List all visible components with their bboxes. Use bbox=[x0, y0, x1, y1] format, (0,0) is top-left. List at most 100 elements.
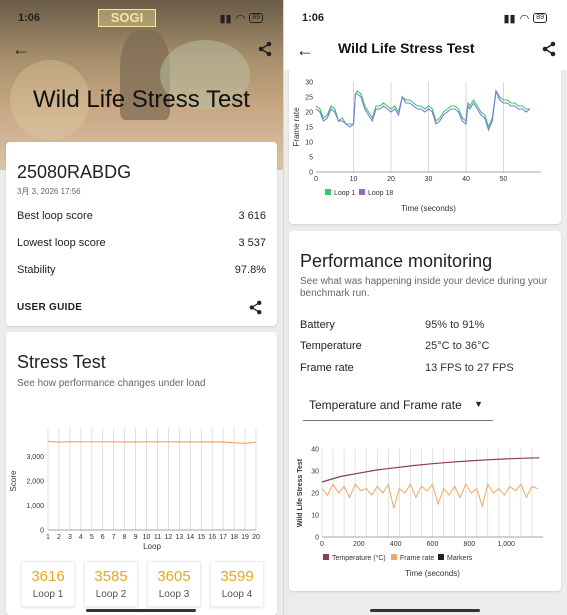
wifi-icon: ◠ bbox=[235, 12, 246, 25]
x-tick-label: 20 bbox=[252, 534, 260, 541]
x-tick-label: 4 bbox=[79, 534, 83, 541]
back-arrow-icon[interactable]: ← bbox=[296, 39, 314, 60]
frame-rate-loop-card: 0 5 10 15 20 25 30 0 10 20 30 40 50 Frame rate Loop 1 L… bbox=[289, 70, 561, 224]
best-loop-row: Best loop score 3 616 bbox=[17, 210, 266, 222]
battery-label: Battery bbox=[300, 319, 335, 331]
lowest-loop-value: 3 537 bbox=[238, 237, 266, 249]
hero-title: Wild Life Stress Test bbox=[33, 86, 250, 113]
loop-score-card: 3605 Loop 3 bbox=[147, 561, 201, 607]
wifi-icon: ◠ bbox=[519, 12, 530, 25]
y-tick-label: 0 bbox=[40, 528, 44, 535]
x-tick-label: 12 bbox=[165, 534, 173, 541]
performance-card: Performance monitoring See what was happ… bbox=[289, 231, 561, 591]
x-tick-label: 3 bbox=[68, 534, 72, 541]
y-tick-label: 30 bbox=[305, 80, 313, 87]
back-arrow-icon[interactable]: ← bbox=[12, 38, 30, 59]
home-indicator bbox=[370, 609, 480, 612]
best-loop-label: Best loop score bbox=[17, 210, 93, 222]
loop-score-value: 3605 bbox=[157, 568, 191, 585]
loop-score-card: 3599 Loop 4 bbox=[210, 561, 264, 607]
y-tick-label: 20 bbox=[311, 491, 319, 498]
signal-icon: ▮▮ bbox=[503, 12, 516, 25]
x-tick-label: 10 bbox=[143, 534, 151, 541]
y-tick-label: 15 bbox=[305, 125, 313, 132]
x-tick-label: 600 bbox=[427, 541, 439, 548]
y-axis-label: Wild Life Stress Test bbox=[297, 458, 304, 527]
y-tick-label: 10 bbox=[305, 140, 313, 147]
stress-test-subtitle: See how performance changes under load bbox=[17, 378, 206, 389]
legend-label-loop-1: Loop 1 bbox=[334, 190, 356, 197]
share-icon[interactable] bbox=[244, 296, 266, 318]
best-loop-value: 3 616 bbox=[238, 210, 266, 222]
temperature-value: 25°C to 36°C bbox=[425, 340, 490, 352]
legend-label-temperature: Temperature (°C) bbox=[332, 554, 386, 562]
x-axis-label: Time (seconds) bbox=[401, 204, 456, 213]
x-tick-label: 18 bbox=[230, 534, 238, 541]
y-tick-label: 0 bbox=[315, 535, 319, 542]
legend-swatch-loop-1 bbox=[325, 189, 331, 195]
legend-swatch-markers bbox=[438, 554, 444, 560]
legend-swatch-frame-rate bbox=[391, 554, 397, 560]
x-tick-label: 14 bbox=[186, 534, 194, 541]
signal-icon: ▮▮ bbox=[219, 12, 232, 25]
loop-scores: 3616 Loop 1 3585 Loop 2 3605 Loop 3 3599 Loo… bbox=[21, 561, 264, 607]
x-tick-label: 0 bbox=[320, 541, 324, 548]
hero-art bbox=[10, 60, 90, 140]
test-date: 3月 3, 2026 17:56 bbox=[17, 187, 81, 196]
x-tick-label: 11 bbox=[154, 534, 161, 541]
right-screen: 1:06 ▮▮ ◠ 89 ← Wild Life Stress Test 0 5 1… bbox=[284, 0, 567, 615]
x-tick-label: 8 bbox=[123, 534, 127, 541]
y-axis-label: Frame rate bbox=[292, 107, 301, 147]
user-guide-link[interactable]: USER GUIDE bbox=[17, 302, 83, 313]
frame-rate-chart: 0 5 10 15 20 25 30 0 10 20 30 40 50 Frame rate Loop 1 L… bbox=[292, 80, 541, 213]
x-tick-label: 1 bbox=[46, 534, 50, 541]
app-bar: ← Wild Life Stress Test bbox=[284, 30, 567, 70]
y-axis-label: Score bbox=[9, 470, 18, 491]
share-icon[interactable] bbox=[254, 38, 276, 60]
home-indicator bbox=[86, 609, 196, 612]
status-bar: 1:06 ▮▮ ◠ 89 bbox=[284, 0, 567, 36]
left-screen: Wild Life Stress Test SOGI 1:06 ▮▮ ◠ 89 … bbox=[0, 0, 283, 615]
x-tick-label: 1,000 bbox=[497, 541, 515, 548]
y-tick-label: 20 bbox=[305, 110, 313, 117]
x-tick-label: 400 bbox=[390, 541, 402, 548]
y-tick-label: 5 bbox=[309, 155, 313, 162]
select-value: Temperature and Frame rate bbox=[309, 398, 462, 412]
lowest-loop-row: Lowest loop score 3 537 bbox=[17, 237, 266, 249]
legend-label-loop-18: Loop 18 bbox=[368, 190, 393, 197]
legend-label-markers: Markers bbox=[447, 555, 473, 562]
x-tick-label: 200 bbox=[353, 541, 365, 548]
hero-banner: Wild Life Stress Test bbox=[0, 0, 283, 170]
stability-row: Stability 97.8% bbox=[17, 264, 266, 276]
loop-score-card: 3616 Loop 1 bbox=[21, 561, 75, 607]
temperature-series-line bbox=[321, 457, 540, 483]
stress-test-card: Stress Test See how performance changes … bbox=[6, 332, 277, 615]
device-result-card: 25080RABDG 3月 3, 2026 17:56 Best loop sc… bbox=[6, 142, 277, 326]
x-tick-label: 0 bbox=[314, 176, 318, 183]
sogi-watermark: SOGI bbox=[98, 9, 156, 27]
status-icons: ▮▮ ◠ 89 bbox=[503, 12, 547, 25]
x-tick-label: 800 bbox=[463, 541, 475, 548]
battery-value: 95% to 91% bbox=[425, 319, 485, 331]
loop-score-label: Loop 3 bbox=[158, 589, 190, 600]
frame-rate-value: 13 FPS to 27 FPS bbox=[425, 362, 514, 374]
performance-title: Performance monitoring bbox=[300, 251, 493, 271]
legend-label-frame-rate: Frame rate bbox=[400, 555, 434, 562]
clock: 1:06 bbox=[18, 12, 41, 24]
legend-swatch-temperature bbox=[323, 554, 329, 560]
x-tick-label: 15 bbox=[197, 534, 205, 541]
loop-score-value: 3599 bbox=[220, 568, 254, 585]
y-tick-label: 10 bbox=[311, 513, 319, 520]
battery-icon: 89 bbox=[249, 13, 263, 23]
score-series-line bbox=[47, 440, 257, 444]
y-tick-label: 25 bbox=[305, 95, 313, 102]
loop-score-chart: 1 2 3 4 5 6 7 8 9 10 11 12 13 14 15 16 17 18 19 2001,0002,0… bbox=[9, 428, 260, 551]
chart-metric-select[interactable]: Temperature and Frame rate ▼ bbox=[303, 391, 493, 421]
y-tick-label: 0 bbox=[309, 170, 313, 177]
loop-score-card: 3585 Loop 2 bbox=[84, 561, 138, 607]
share-icon[interactable] bbox=[538, 38, 560, 60]
lowest-loop-label: Lowest loop score bbox=[17, 237, 106, 249]
loop-score-label: Loop 4 bbox=[221, 589, 253, 600]
x-tick-label: 40 bbox=[462, 176, 470, 183]
